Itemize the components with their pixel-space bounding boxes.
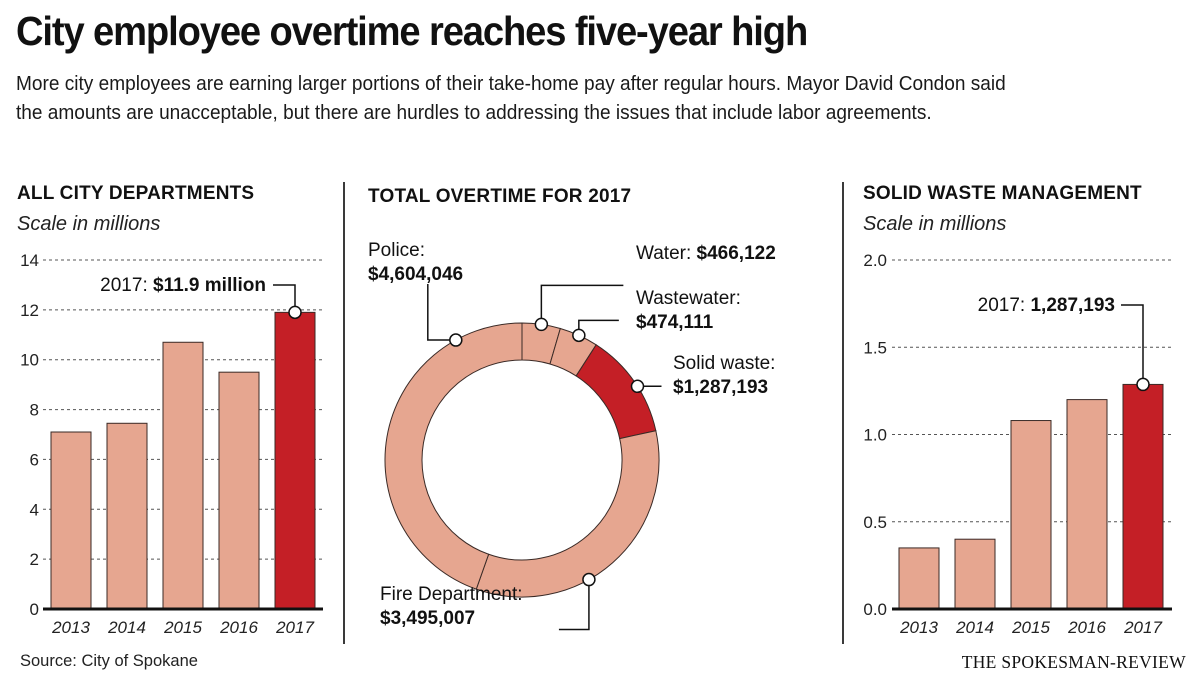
left-chart-subtitle: Scale in millions — [17, 213, 161, 235]
y-tick-label: 1.5 — [863, 338, 887, 357]
slice-name: Wastewater: — [636, 288, 741, 309]
donut-slice — [384, 322, 523, 590]
callout-marker — [534, 317, 549, 332]
y-tick-label: 1.0 — [863, 426, 887, 445]
callout-leader-line — [540, 284, 624, 325]
y-tick-label: 12 — [20, 301, 39, 320]
y-tick-label: 2 — [30, 550, 39, 569]
slice-name: Fire Department: — [380, 584, 523, 605]
all-departments-bar-chart: 0 2 4 6 8 10 12 14 2013 2014 2015 2016 2017 2017: $11… — [20, 251, 323, 637]
annotation-value: $11.9 million — [153, 275, 266, 296]
x-tick-label: 2015 — [1011, 618, 1050, 637]
divider-left — [343, 182, 345, 644]
callout-marker — [572, 328, 586, 343]
y-tick-label: 14 — [20, 251, 39, 270]
source-note: Source: City of Spokane — [20, 652, 198, 670]
x-tick-label: 2017 — [275, 618, 314, 637]
right-chart-title: SOLID WASTE MANAGEMENT — [863, 183, 1142, 204]
slice-value: $1,287,193 — [673, 377, 768, 398]
x-tick-label: 2017 — [1123, 618, 1162, 637]
left-chart-title: ALL CITY DEPARTMENTS — [17, 183, 255, 204]
slice-value: $4,604,046 — [368, 264, 463, 285]
annotation-label: 2017: 1,287,193 — [978, 295, 1115, 316]
annotation-marker — [1136, 377, 1150, 392]
slice-value: $3,495,007 — [380, 608, 475, 629]
callout-leader-line — [558, 579, 590, 631]
dek-paragraph: More city employees are earning larger p… — [16, 72, 1006, 124]
bar-highlight — [1122, 383, 1164, 610]
bar — [1010, 420, 1052, 610]
total-overtime-donut-chart: Water: $466,122 Wastewater: $474,111 Solid … — [368, 240, 776, 631]
donut-chart-title: TOTAL OVERTIME FOR 2017 — [368, 186, 632, 207]
y-tick-label: 2.0 — [863, 251, 887, 270]
bar — [898, 547, 940, 610]
y-tick-label: 4 — [30, 500, 39, 519]
x-tick-label: 2015 — [163, 618, 202, 637]
annotation-marker — [288, 305, 302, 320]
right-chart-subtitle: Scale in millions — [863, 213, 1007, 235]
bar — [162, 341, 204, 610]
bar — [954, 538, 996, 610]
callout-marker — [630, 379, 645, 394]
annotation-value: 1,287,193 — [1030, 295, 1115, 316]
x-tick-label: 2013 — [51, 618, 90, 637]
annotation-leader-line — [1121, 304, 1144, 385]
callout-marker — [449, 333, 463, 347]
x-tick-label: 2014 — [107, 618, 146, 637]
slice-name: Water: — [636, 243, 697, 264]
slice-value: $466,122 — [697, 243, 776, 264]
annotation-label: 2017: $11.9 million — [100, 275, 266, 296]
annotation-leader-line — [273, 284, 296, 313]
y-tick-label: 0 — [30, 600, 39, 619]
slice-name: Solid waste: — [673, 353, 775, 374]
solid-waste-bar-chart: 0.0 0.5 1.0 1.5 2.0 2013 2014 2015 2016 2017 2017:… — [863, 251, 1172, 637]
x-tick-label: 2016 — [1067, 618, 1106, 637]
y-tick-label: 6 — [30, 450, 39, 469]
x-tick-label: 2016 — [219, 618, 258, 637]
x-tick-label: 2013 — [899, 618, 938, 637]
annotation-prefix: 2017: — [978, 295, 1031, 316]
divider-right — [842, 182, 844, 644]
slice-value: $474,111 — [636, 312, 714, 333]
annotation-prefix: 2017: — [100, 275, 153, 296]
callout-leader-line — [427, 284, 456, 341]
y-tick-label: 10 — [20, 351, 39, 370]
slice-name: Police: — [368, 240, 425, 261]
headline: City employee overtime reaches five-year… — [16, 8, 808, 54]
bar — [1066, 399, 1108, 610]
x-tick-label: 2014 — [955, 618, 994, 637]
slice-label: Water: $466,122 — [636, 243, 776, 264]
publisher-credit: THE SPOKESMAN-REVIEW — [961, 652, 1186, 672]
y-tick-label: 0.5 — [863, 513, 887, 532]
y-tick-label: 0.0 — [863, 600, 887, 619]
y-tick-label: 8 — [30, 401, 39, 420]
callout-marker — [582, 572, 596, 587]
